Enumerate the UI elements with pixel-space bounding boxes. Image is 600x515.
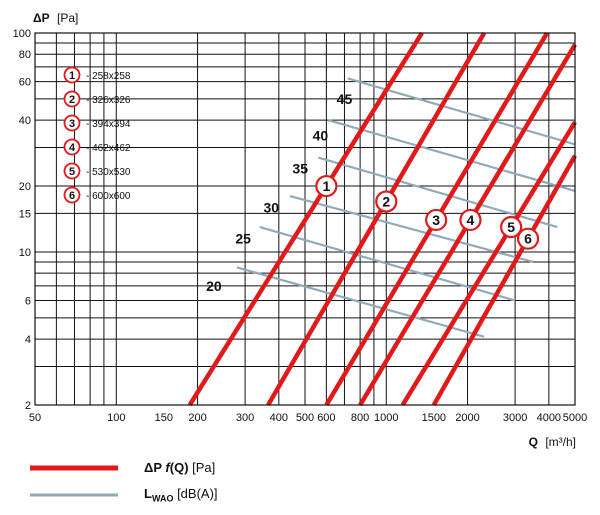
x-tick-label: 500 [296, 412, 314, 424]
noise-line-label-35: 35 [292, 161, 308, 177]
size-badge-6 [63, 186, 81, 204]
x-tick-label: 400 [270, 412, 288, 424]
y-tick-label: 6 [25, 296, 31, 308]
x-tick-label: 5000 [563, 412, 587, 424]
y-axis-unit: [Pa] [57, 11, 78, 25]
pressure-line-swatch [30, 465, 118, 470]
pressure-badge-3 [425, 208, 448, 232]
y-tick-label: 20 [19, 181, 31, 193]
pressure-badge-1 [315, 174, 338, 198]
noise-line-25 [259, 225, 516, 302]
y-tick-label: 4 [25, 334, 31, 346]
y-tick-label: 80 [19, 49, 31, 61]
x-tick-label: 4000 [537, 412, 561, 424]
y-tick-label: 15 [19, 208, 31, 220]
pressure-badge-number-2: 2 [382, 193, 390, 209]
y-tick-label: 40 [19, 115, 31, 127]
noise-line-label-40: 40 [313, 128, 329, 144]
pressure-badge-number-4: 4 [467, 212, 475, 228]
noise-line-label-45: 45 [337, 91, 353, 107]
pressure-line-5 [400, 121, 577, 407]
legend-label-noise: LWAO [dB(A)] [144, 486, 218, 504]
x-tick-label: 50 [29, 412, 41, 424]
legend-label-pressure: ΔP f(Q) [Pa] [144, 460, 216, 475]
x-tick-label: 1000 [374, 412, 398, 424]
size-badge-number-3: 3 [69, 118, 75, 130]
x-tick-label: 200 [188, 412, 206, 424]
y-tick-label: 100 [13, 28, 31, 40]
pressure-badge-number-3: 3 [432, 212, 440, 228]
pressure-badge-6 [516, 227, 540, 250]
noise-line-label-20: 20 [206, 278, 222, 294]
pressure-line-2 [266, 31, 487, 407]
pressure-drop-chart: ΔP [Pa] 50 100 150 200 300 400 500 600 800 1000 15… [13, 11, 588, 449]
size-label-1: - 258x258 [86, 71, 131, 82]
x-tick-label: 1500 [422, 412, 446, 424]
legend-item-pressure: ΔP f(Q) [Pa] [30, 460, 215, 475]
y-tick-label: 60 [19, 77, 31, 89]
size-badge-3 [63, 114, 81, 132]
y-tick-label: 10 [19, 247, 31, 259]
size-label-2: - 326x326 [86, 95, 131, 106]
duct-size-legend: 1 - 258x258 2 - 326x326 3 - 394x394 4 - 462x462… [63, 66, 131, 204]
size-label-4: - 462x462 [86, 143, 131, 154]
noise-line-label-25: 25 [235, 231, 251, 247]
pressure-line-6 [431, 154, 577, 407]
size-label-5: - 530x530 [86, 167, 131, 178]
x-tick-label: 150 [155, 412, 173, 424]
size-badge-number-2: 2 [69, 94, 75, 106]
pressure-badge-number-5: 5 [507, 219, 515, 235]
noise-line-40 [328, 119, 576, 192]
pressure-badge-2 [375, 190, 398, 213]
x-axis-title: Q [m³/h] [529, 435, 576, 449]
size-badge-number-4: 4 [69, 142, 76, 154]
size-label-3: - 394x394 [86, 119, 131, 130]
noise-line-20 [236, 266, 485, 338]
noise-line-label-30: 30 [263, 199, 279, 215]
noise-line-30 [289, 195, 534, 264]
x-axis-symbol: Q [529, 435, 538, 449]
chart-legend: ΔP f(Q) [Pa] LWAO [dB(A)] [30, 456, 430, 511]
plot-frame [34, 32, 576, 406]
x-tick-labels: 50 100 150 200 300 400 500 600 800 1000 1500 2000 30… [29, 412, 587, 424]
size-badge-2 [63, 90, 81, 108]
y-tick-label: 2 [25, 400, 31, 412]
x-axis-unit: [m³/h] [545, 435, 576, 449]
pressure-badge-5 [500, 215, 523, 239]
pressure-badge-number-1: 1 [322, 178, 330, 194]
size-badge-1 [63, 66, 81, 84]
noise-line-swatch [30, 493, 118, 497]
pressure-lines: 123 4 56 [187, 31, 577, 407]
x-tick-label: 100 [107, 412, 125, 424]
size-badge-number-1: 1 [69, 70, 75, 82]
size-badge-number-6: 6 [69, 190, 75, 202]
x-tick-label: 2000 [455, 412, 479, 424]
x-tick-label: 3000 [503, 412, 527, 424]
pressure-badge-number-6: 6 [524, 231, 532, 247]
pressure-badge-4 [459, 208, 482, 232]
x-tick-label: 600 [317, 412, 335, 424]
y-axis-title: ΔP [Pa] [33, 11, 78, 25]
size-badge-number-5: 5 [69, 166, 75, 178]
pressure-line-1 [187, 31, 424, 407]
x-tick-label: 800 [351, 412, 369, 424]
x-tick-label: 300 [236, 412, 254, 424]
y-axis-symbol: ΔP [33, 11, 50, 25]
size-label-6: - 600x600 [86, 191, 131, 202]
size-badge-4 [63, 138, 81, 156]
y-tick-labels: 2 4 6 10 15 20 40 60 80 100 [13, 28, 31, 412]
legend-item-noise: LWAO [dB(A)] [30, 486, 218, 504]
size-badge-5 [63, 162, 81, 180]
